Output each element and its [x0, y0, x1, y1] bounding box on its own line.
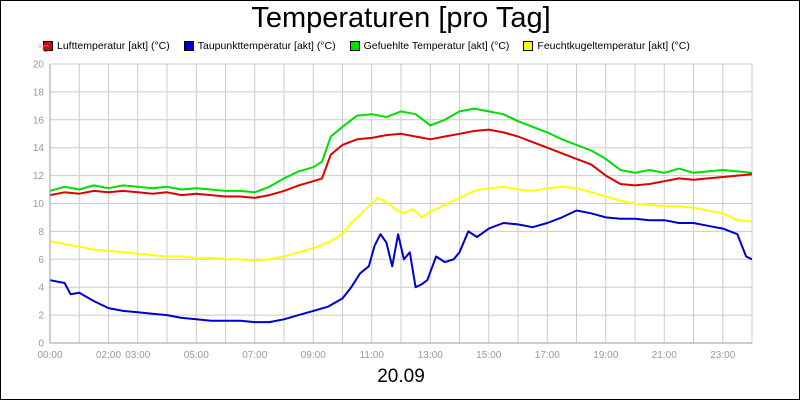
legend-swatch-lufttemperatur [43, 41, 53, 51]
series-line-taupunkttemperatur [49, 209, 753, 324]
y-tick-label: 12 [33, 171, 45, 182]
legend-label-lufttemperatur: Lufttemperatur [akt] (°C) [57, 40, 170, 52]
x-axis-date-label: 20.09 [377, 366, 425, 387]
legend-item-lufttemperatur: Lufttemperatur [akt] (°C) [43, 40, 170, 52]
y-tick-label: 20 [33, 60, 45, 71]
legend-swatch-taupunkttemperatur [183, 41, 194, 51]
legend-label-taupunkttemperatur: Taupunkttemperatur [akt] (°C) [197, 40, 336, 52]
y-tick-label: 2 [38, 311, 44, 322]
y-tick-label: 18 [33, 87, 45, 98]
legend-item-feuchtkugeltemperatur: Feuchtkugeltemperatur [akt] (°C) [523, 40, 690, 52]
chart-title: Temperaturen [pro Tag] [251, 2, 551, 34]
x-tick-label: 13:00 [418, 350, 443, 361]
y-tick-label: 4 [38, 283, 44, 294]
legend-item-gefuehlte-temperatur: Gefuehlte Temperatur [akt] (°C) [349, 40, 510, 52]
series-lines [49, 107, 753, 324]
y-tick-label: 16 [33, 115, 45, 126]
x-tick-label: 09:00 [301, 350, 326, 361]
y-tick-label: 0 [38, 339, 44, 350]
legend: Lufttemperatur [akt] (°C) Taupunkttemper… [43, 39, 704, 53]
legend-swatch-gefuehlte-temperatur [349, 41, 360, 51]
x-tick-label: 05:00 [184, 350, 209, 361]
legend-label-gefuehlte-temperatur: Gefuehlte Temperatur [akt] (°C) [363, 40, 510, 52]
x-tick-label: 11:00 [360, 350, 385, 361]
y-tick-label: 14 [33, 143, 45, 154]
series-line-lufttemperatur [49, 128, 753, 199]
x-tick-label: 17:00 [535, 350, 560, 361]
x-tick-label: 19:00 [593, 350, 618, 361]
series-line-gefuehlte [49, 107, 753, 194]
x-tick-label: 03:00 [125, 350, 150, 361]
x-tick-label: 23:00 [710, 350, 735, 361]
grid-lines [49, 63, 753, 344]
legend-label-feuchtkugeltemperatur: Feuchtkugeltemperatur [akt] (°C) [537, 40, 690, 52]
series-line-feuchtkugeltemperatur [49, 185, 753, 262]
x-tick-label: 21:00 [652, 350, 677, 361]
x-tick-label: 00:00 [37, 350, 62, 361]
y-tick-label: 10 [33, 199, 45, 210]
legend-item-taupunkttemperatur: Taupunkttemperatur [akt] (°C) [183, 40, 336, 52]
x-tick-label: 07:00 [242, 350, 267, 361]
axes: 0 2 4 6 8 10 12 14 16 18 20 00:00 02:00 03:00 05:00 07:… [33, 60, 752, 361]
y-tick-label: 6 [38, 255, 44, 266]
x-tick-label: 02:00 [96, 350, 121, 361]
y-tick-label: 8 [38, 227, 44, 238]
y-axis-unit-label: °C [38, 44, 49, 55]
legend-swatch-feuchtkugeltemperatur [523, 41, 534, 51]
x-tick-label: 15:00 [476, 350, 501, 361]
